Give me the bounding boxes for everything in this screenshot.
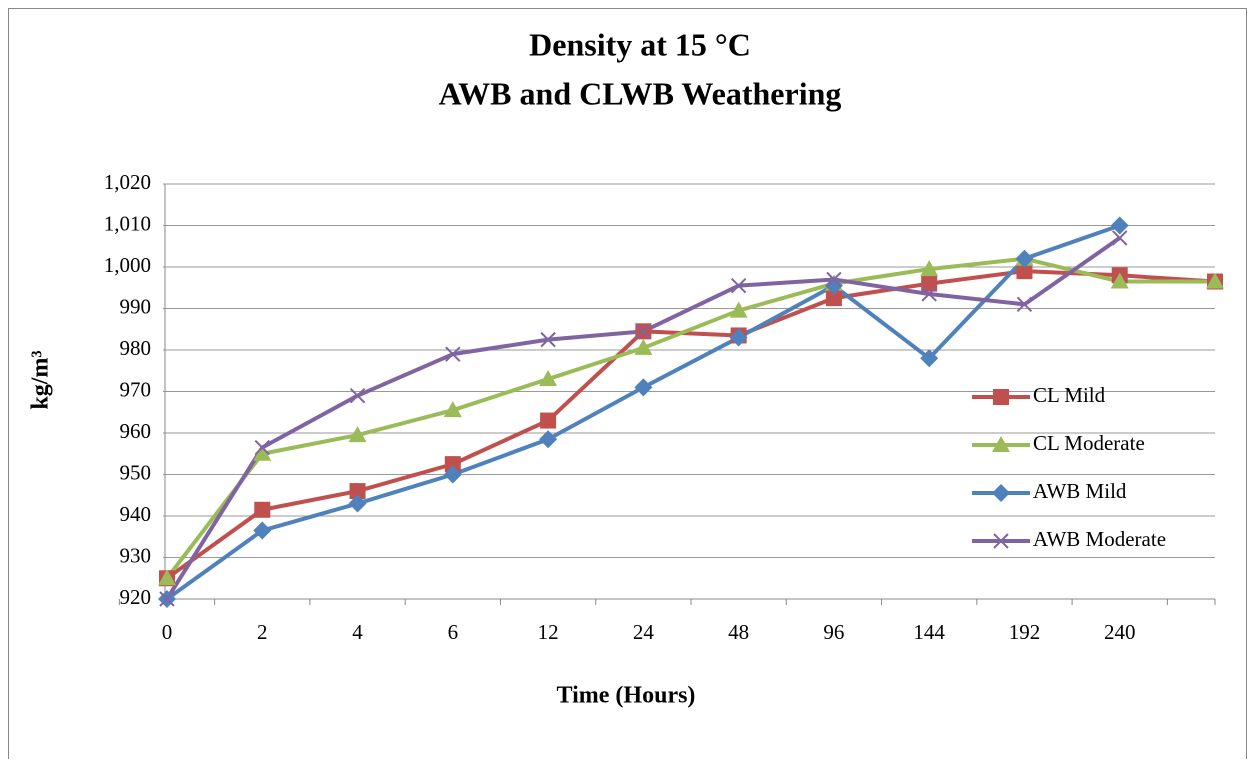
- y-tick-label: 1,000: [104, 253, 151, 277]
- data-point: [826, 271, 842, 288]
- data-point: [443, 465, 462, 484]
- data-point: [349, 483, 366, 500]
- data-point: [921, 286, 937, 302]
- data-point: [443, 401, 462, 418]
- data-point: [539, 370, 558, 387]
- data-point: [824, 276, 843, 295]
- data-point: [920, 349, 939, 368]
- y-tick-label: 940: [120, 502, 152, 526]
- data-point: [729, 328, 748, 347]
- y-tick-label: 1,010: [104, 211, 151, 235]
- data-point: [253, 521, 272, 540]
- y-tick-label: 990: [120, 294, 152, 318]
- data-point: [348, 426, 367, 443]
- legend-marker: [992, 484, 1010, 502]
- data-point: [539, 430, 558, 449]
- x-tick-label: 24: [633, 620, 655, 644]
- data-point: [349, 387, 366, 404]
- x-tick-label: 144: [913, 620, 945, 644]
- data-point: [1110, 216, 1129, 235]
- legend-label: AWB Moderate: [1033, 527, 1166, 551]
- y-tick-label: 930: [120, 543, 152, 567]
- data-point: [540, 331, 556, 348]
- series-line: [165, 269, 1216, 580]
- data-point: [158, 569, 176, 586]
- data-point: [1110, 272, 1129, 289]
- x-tick-label: 4: [352, 620, 363, 644]
- data-point: [1016, 263, 1033, 280]
- data-point: [159, 591, 175, 607]
- x-tick-label: 2: [257, 620, 268, 644]
- y-tick-label: 980: [120, 336, 152, 360]
- y-tick-label: 920: [120, 585, 152, 609]
- x-tick-label: 48: [728, 620, 749, 644]
- data-point: [634, 378, 653, 397]
- y-tick-label: 970: [120, 377, 152, 401]
- data-point: [729, 301, 748, 318]
- x-tick-label: 6: [448, 620, 459, 644]
- data-point: [540, 412, 557, 429]
- data-point: [635, 323, 652, 340]
- legend-label: AWB Mild: [1033, 479, 1127, 503]
- y-tick-label: 960: [120, 419, 152, 443]
- y-axis-label: kg/m³: [28, 350, 54, 409]
- data-point: [825, 290, 842, 307]
- y-tick-label: 1,020: [104, 170, 151, 194]
- data-point: [921, 275, 938, 292]
- x-tick-label: 0: [162, 620, 173, 644]
- data-point: [253, 444, 272, 461]
- legend-marker: [993, 389, 1009, 405]
- data-point: [254, 439, 270, 456]
- legend-label: CL Mild: [1033, 383, 1106, 407]
- data-point: [1112, 230, 1128, 246]
- x-tick-label: 240: [1104, 620, 1136, 644]
- series-line: [165, 236, 1121, 601]
- y-tick-label: 950: [120, 460, 152, 484]
- data-point: [1015, 249, 1034, 268]
- data-point: [254, 501, 271, 518]
- legend-marker: [992, 436, 1010, 452]
- series-line: [165, 256, 1215, 580]
- chart-border: [8, 8, 1247, 764]
- data-point: [1016, 296, 1033, 313]
- x-tick-label: 12: [538, 620, 559, 644]
- data-point: [920, 260, 939, 277]
- x-tick-label: 192: [1009, 620, 1041, 644]
- chart-title: AWB and CLWB Weathering: [439, 75, 842, 111]
- chart-title: Density at 15 °C: [529, 26, 751, 62]
- data-point: [348, 494, 367, 513]
- x-tick-label: 96: [823, 620, 844, 644]
- data-point: [444, 456, 461, 473]
- data-point: [730, 277, 747, 294]
- data-point: [634, 338, 653, 355]
- legend-marker: [993, 533, 1009, 549]
- legend-label: CL Moderate: [1033, 431, 1145, 455]
- x-axis-label: Time (Hours): [557, 683, 696, 709]
- data-point: [445, 346, 461, 362]
- data-point: [1206, 272, 1224, 289]
